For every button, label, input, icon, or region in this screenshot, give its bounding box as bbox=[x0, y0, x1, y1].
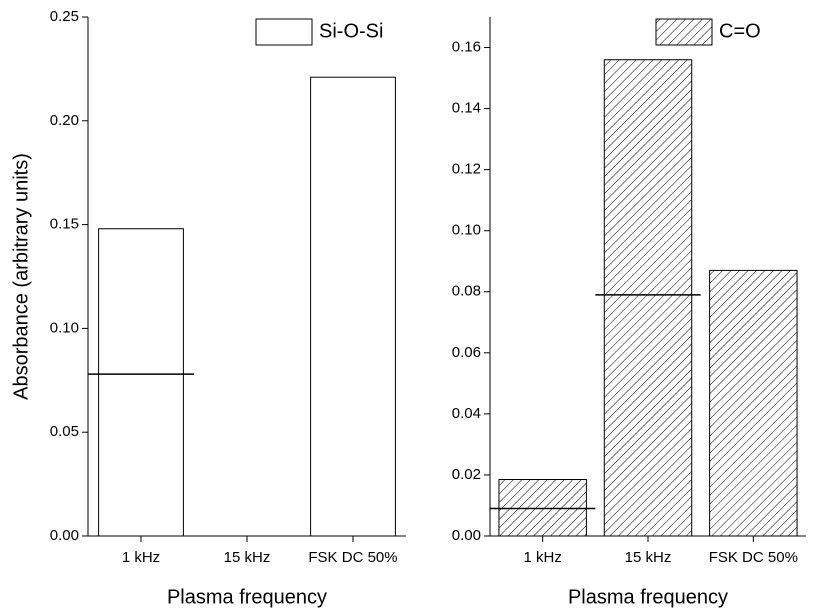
y-tick-label: 0.04 bbox=[452, 405, 481, 422]
y-tick-label: 0.10 bbox=[452, 222, 481, 239]
x-axis-title: Plasma frequency bbox=[568, 586, 728, 608]
bar bbox=[709, 269, 798, 537]
y-tick-label: 0.25 bbox=[50, 8, 79, 25]
y-tick-label: 0.00 bbox=[452, 527, 481, 544]
y-tick-label: 0.10 bbox=[50, 319, 79, 336]
y-tick-label: 0.02 bbox=[452, 466, 481, 483]
legend-label: C=O bbox=[719, 20, 761, 42]
y-tick-label: 0.16 bbox=[452, 38, 481, 55]
bar bbox=[310, 76, 396, 537]
y-axis-title: Absorbance (arbitrary units) bbox=[10, 153, 32, 400]
bar bbox=[603, 59, 693, 537]
y-tick-label: 0.05 bbox=[50, 423, 79, 440]
bar bbox=[498, 479, 587, 537]
y-tick-label: 0.12 bbox=[452, 161, 481, 178]
x-axis-title: Plasma frequency bbox=[167, 586, 327, 608]
y-tick-label: 0.20 bbox=[50, 112, 79, 129]
bar bbox=[98, 228, 184, 537]
x-tick-label: 15 kHz bbox=[625, 549, 672, 566]
x-tick-label: FSK DC 50% bbox=[308, 549, 397, 566]
legend-label: Si-O-Si bbox=[319, 20, 383, 42]
x-tick-label: 1 kHz bbox=[523, 549, 561, 566]
y-tick-label: 0.06 bbox=[452, 344, 481, 361]
x-tick-label: 1 kHz bbox=[122, 549, 160, 566]
x-tick-label: 15 kHz bbox=[224, 549, 271, 566]
y-tick-label: 0.14 bbox=[452, 100, 481, 117]
y-tick-label: 0.00 bbox=[50, 527, 79, 544]
legend-swatch bbox=[255, 18, 313, 46]
x-tick-label: FSK DC 50% bbox=[709, 549, 798, 566]
legend-swatch bbox=[655, 18, 713, 46]
y-tick-label: 0.08 bbox=[452, 283, 481, 300]
y-tick-label: 0.15 bbox=[50, 216, 79, 233]
